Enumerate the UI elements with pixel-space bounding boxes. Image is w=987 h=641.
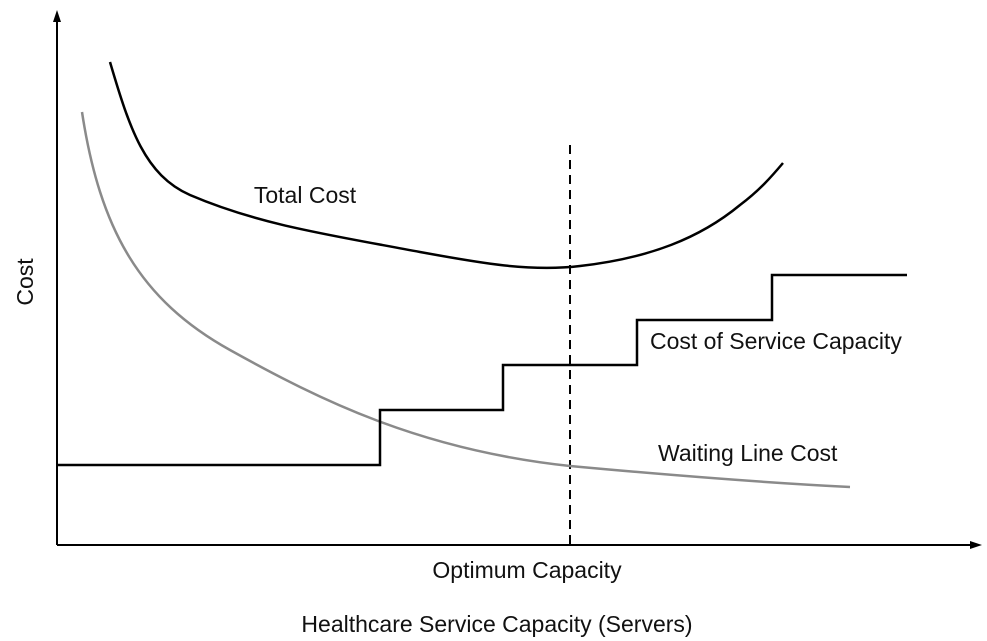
total-cost-label: Total Cost bbox=[254, 182, 357, 208]
y-axis-arrow bbox=[53, 10, 61, 22]
service-capacity-steps bbox=[57, 273, 907, 467]
optimum-label: Optimum Capacity bbox=[432, 557, 622, 583]
waiting-line-label: Waiting Line Cost bbox=[658, 440, 838, 466]
x-axis-arrow bbox=[970, 541, 982, 549]
service-capacity-label: Cost of Service Capacity bbox=[650, 328, 902, 354]
x-axis-label: Healthcare Service Capacity (Servers) bbox=[301, 611, 692, 637]
y-axis-label: Cost bbox=[12, 258, 38, 306]
total-cost-curve bbox=[108, 61, 784, 270]
waiting-line-curve bbox=[80, 111, 851, 489]
